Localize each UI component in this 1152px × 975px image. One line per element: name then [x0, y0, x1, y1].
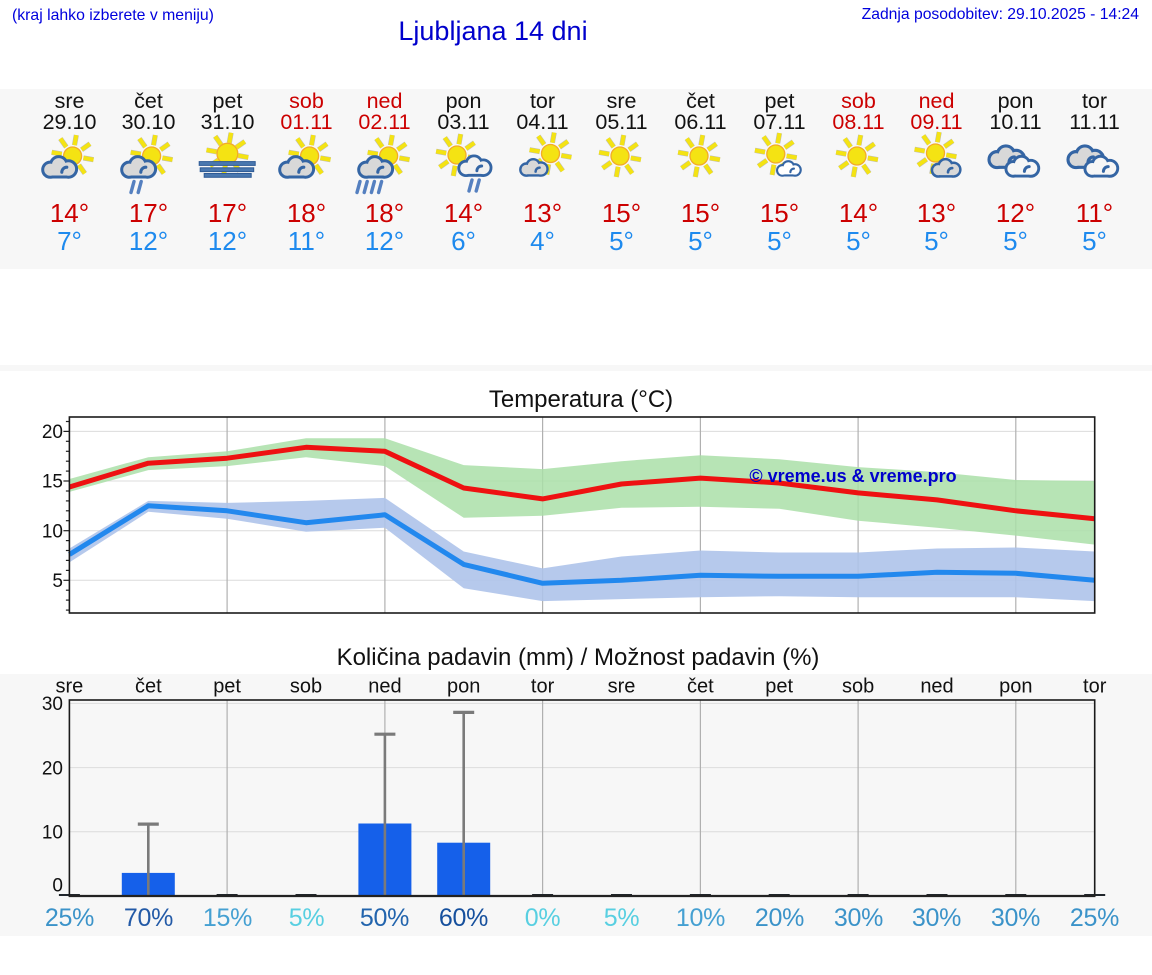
svg-text:sob: sob [842, 676, 874, 698]
svg-text:pet: pet [765, 676, 793, 698]
svg-text:15: 15 [42, 472, 63, 493]
svg-text:sre: sre [56, 676, 84, 698]
svg-text:sre: sre [608, 676, 636, 698]
svg-text:20: 20 [42, 758, 63, 779]
svg-text:ned: ned [920, 676, 953, 698]
svg-text:30: 30 [42, 694, 63, 715]
svg-text:10: 10 [42, 823, 63, 844]
svg-text:ned: ned [368, 676, 401, 698]
svg-text:čet: čet [135, 676, 162, 698]
svg-text:tor: tor [531, 676, 555, 698]
svg-text:sob: sob [290, 676, 322, 698]
svg-text:20: 20 [42, 422, 63, 443]
svg-text:0: 0 [52, 875, 63, 896]
svg-text:pet: pet [213, 676, 241, 698]
svg-text:pon: pon [447, 676, 480, 698]
svg-text:5: 5 [52, 571, 63, 592]
svg-text:tor: tor [1083, 676, 1107, 698]
svg-text:10: 10 [42, 521, 63, 542]
svg-text:pon: pon [999, 676, 1032, 698]
svg-text:čet: čet [687, 676, 714, 698]
svg-text:© vreme.us & vreme.pro: © vreme.us & vreme.pro [749, 466, 956, 486]
